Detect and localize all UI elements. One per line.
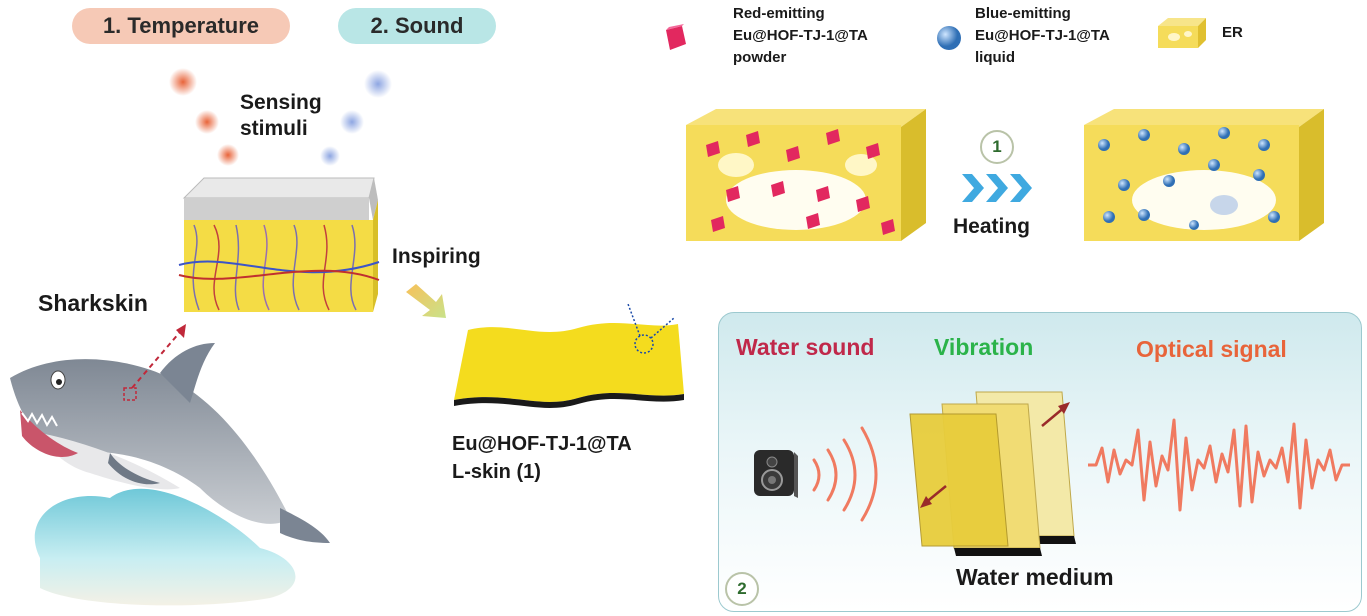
water-medium-label: Water medium [956,564,1114,590]
er-block-blue-spheres [1084,109,1324,241]
sound-label: 2. Sound [370,13,464,38]
speaker-icon [754,450,798,498]
temperature-dot [169,68,197,96]
temperature-dot [217,144,239,166]
step-2-badge: 2 [725,572,759,606]
chevron-arrows-icon [962,174,1032,202]
inspiring-arrow [406,284,446,318]
shark-illustration [10,343,330,606]
skin-layer-block [178,177,380,312]
temperature-pill: 1. Temperature [72,8,290,44]
sound-wave-icon [812,426,878,522]
er-block-red-crystals [686,109,926,241]
optical-signal-label: Optical signal [1136,336,1287,362]
vibration-plates [909,391,1076,556]
sensing-stimuli-label: Sensing stimuli [240,91,322,140]
legend-red: Red-emitting Eu@HOF-TJ-1@TA powder [733,5,868,66]
l-skin-label: Eu@HOF-TJ-1@TA L-skin (1) [452,433,632,483]
inspiring-label: Inspiring [392,245,481,268]
red-crystal-icon [666,24,686,50]
sound-dot [364,70,392,98]
legend-blue: Blue-emitting Eu@HOF-TJ-1@TA liquid [975,5,1110,66]
l-skin-sheet [454,303,684,408]
water-sound-label: Water sound [736,334,875,360]
marker-arrow [131,324,186,389]
temperature-dot [195,110,219,134]
optical-signal-waveform [1088,418,1350,512]
heating-label: Heating [953,215,1031,238]
sound-pill: 2. Sound [338,8,496,44]
zoom-circle [634,334,654,354]
blue-sphere-icon [937,26,961,50]
skin-sample-marker [123,387,137,401]
er-block-icon [1158,18,1206,48]
vibration-label: Vibration [934,334,1034,360]
legend-er: ER [1222,24,1243,41]
temperature-label: 1. Temperature [102,13,260,38]
sound-dot [340,110,364,134]
step-1-badge: 1 [980,130,1014,164]
sharkskin-label: Sharkskin [38,290,148,316]
sound-dot [320,146,340,166]
